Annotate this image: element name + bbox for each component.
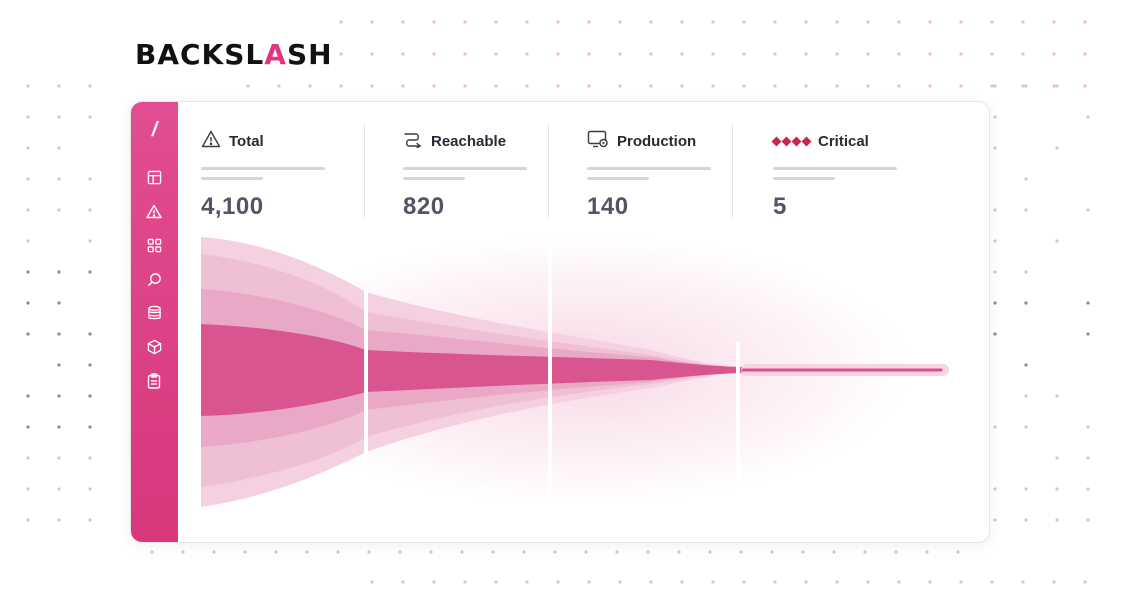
metric-label-critical: Critical: [818, 133, 869, 150]
package-icon[interactable]: [145, 338, 163, 356]
dashboard-card: / Total 4,100: [130, 101, 990, 543]
metric-label-reachable: Reachable: [431, 133, 506, 150]
warning-icon[interactable]: [145, 202, 163, 220]
metric-placeholder-bar: [587, 177, 649, 180]
layout-icon[interactable]: [145, 168, 163, 186]
database-icon[interactable]: [145, 304, 163, 322]
metric-placeholder-bar: [403, 177, 465, 180]
metric-value-reachable: 820: [403, 193, 445, 221]
metric-label-production: Production: [617, 133, 696, 150]
monitor-icon: [587, 130, 609, 153]
search-icon[interactable]: [145, 270, 163, 288]
metric-value-critical: 5: [773, 193, 787, 221]
metric-divider: [364, 124, 365, 219]
metric-placeholder-bar: [773, 177, 835, 180]
metric-placeholder-bar: [587, 167, 711, 170]
metric-divider: [548, 124, 549, 219]
backslash-logo: BACKSLASH: [135, 38, 333, 71]
metric-value-production: 140: [587, 193, 629, 221]
diamonds-icon: [773, 138, 810, 145]
clipboard-icon[interactable]: [145, 372, 163, 390]
metric-reachable: Reachable 820: [403, 130, 506, 152]
metric-value-total: 4,100: [201, 193, 264, 221]
grid-icon[interactable]: [145, 236, 163, 254]
warning-icon: [201, 130, 221, 153]
metric-label-total: Total: [229, 133, 264, 150]
metric-placeholder-bar: [773, 167, 897, 170]
metric-total: Total 4,100: [201, 130, 264, 152]
metric-critical: Critical 5: [773, 130, 869, 152]
metric-divider: [732, 124, 733, 219]
metric-placeholder-bar: [201, 177, 263, 180]
metric-placeholder-bar: [403, 167, 527, 170]
sidebar-brand-mark[interactable]: /: [131, 119, 178, 142]
sidebar: /: [131, 102, 178, 542]
metric-production: Production 140: [587, 130, 696, 152]
metric-placeholder-bar: [201, 167, 325, 170]
route-icon: [403, 130, 423, 153]
